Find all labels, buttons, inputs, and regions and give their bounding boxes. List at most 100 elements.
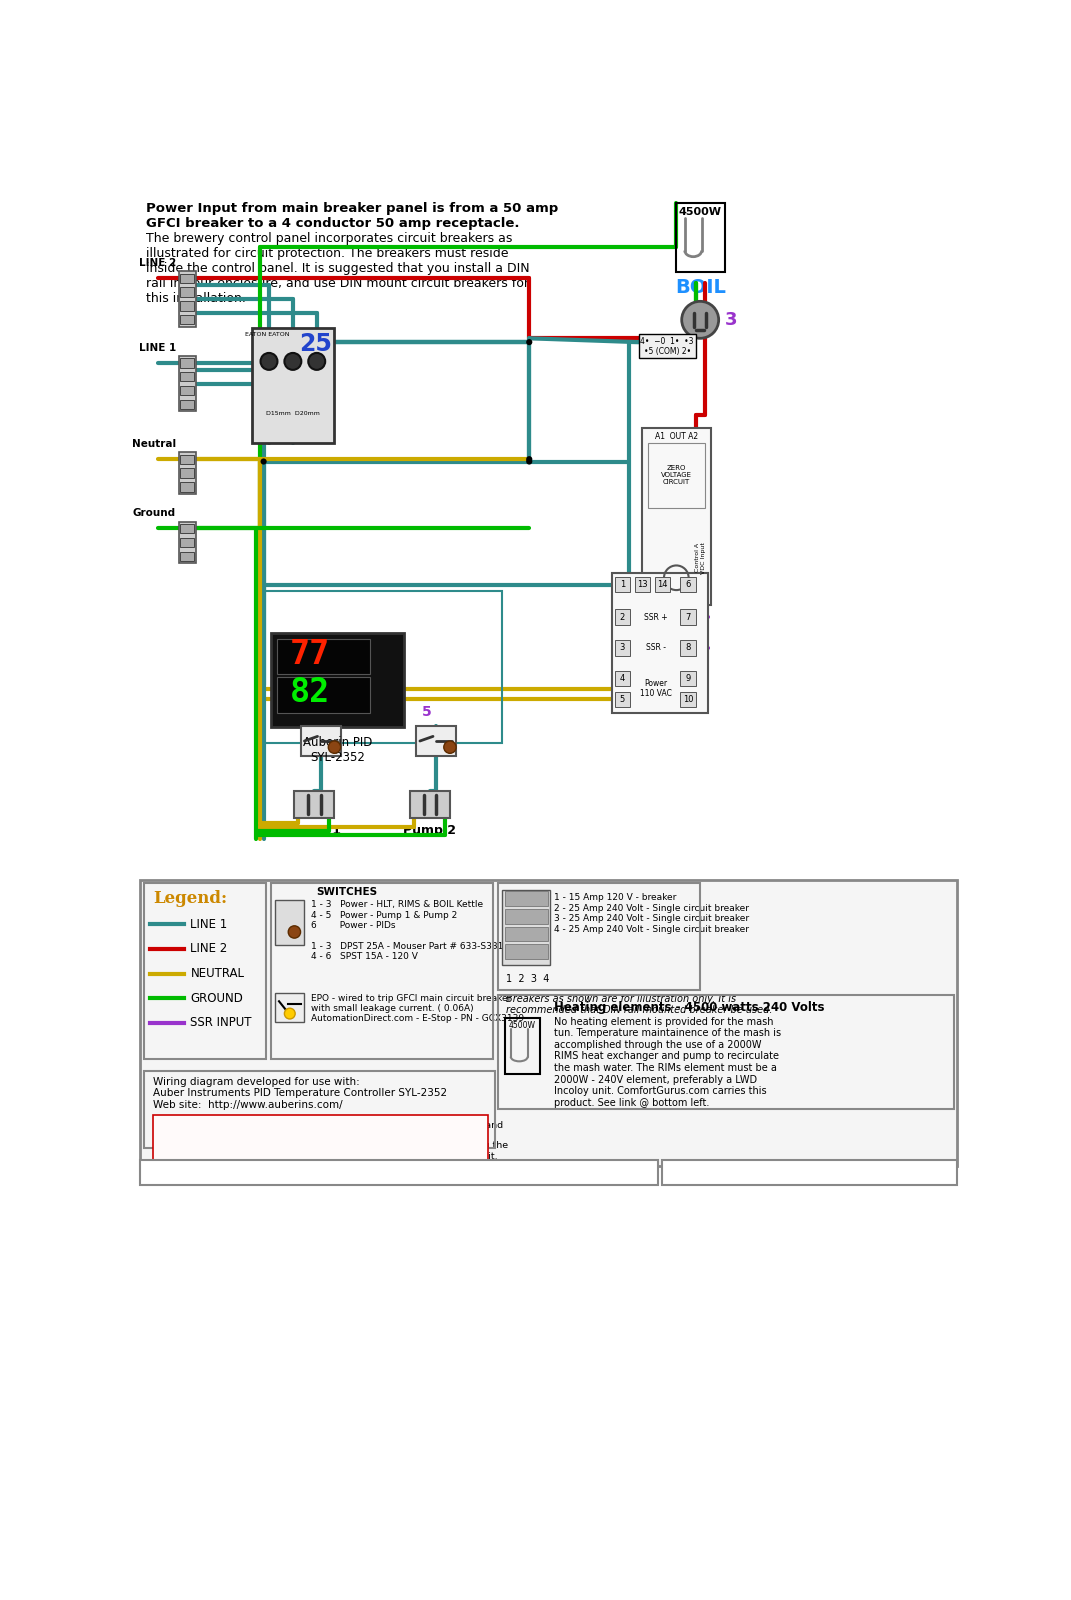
Circle shape [260, 354, 277, 370]
Bar [277, 638, 369, 674]
Circle shape [288, 926, 301, 938]
Circle shape [285, 1008, 296, 1019]
Text: 1 - 3   Power - HLT, RIMS & BOIL Kettle
4 - 5   Power - Pump 1 & Pump 2
6       : 1 - 3 Power - HLT, RIMS & BOIL Kettle 4 … [312, 901, 507, 962]
Text: 1: 1 [620, 581, 625, 589]
Bar [504, 1018, 540, 1074]
Text: Suggestion:: Suggestion: [162, 1120, 240, 1134]
Bar [676, 203, 725, 272]
Text: 25: 25 [299, 333, 332, 357]
Bar [615, 610, 630, 624]
Circle shape [682, 301, 719, 338]
Text: Power Input from main breaker panel is from a 50 amp
GFCI breaker to a 4 conduct: Power Input from main breaker panel is f… [146, 202, 558, 230]
Bar [180, 358, 194, 368]
Bar [416, 726, 456, 757]
Text: If you are not familiar with electrical wiring methods and
NEC (National Electri: If you are not familiar with electrical … [232, 1120, 508, 1162]
Text: 10: 10 [682, 694, 693, 704]
Circle shape [526, 339, 532, 346]
Text: LINE 2: LINE 2 [138, 258, 176, 269]
Text: 3: 3 [725, 310, 737, 330]
Text: 1 - 15 Amp 120 V - breaker
2 - 25 Amp 240 Volt - Single circuit breaker
3 - 25 A: 1 - 15 Amp 120 V - breaker 2 - 25 Amp 24… [554, 893, 749, 934]
Text: Pump 1: Pump 1 [288, 824, 341, 837]
Bar [179, 272, 196, 326]
Text: Wiring diagram developed for use with:
Auber Instruments PID Temperature Control: Wiring diagram developed for use with: A… [153, 1077, 448, 1110]
Bar [252, 328, 334, 443]
Bar [180, 482, 194, 491]
Bar [277, 677, 369, 712]
Text: Neutral: Neutral [132, 438, 176, 450]
Bar [180, 288, 194, 296]
Bar [140, 880, 957, 1166]
Text: 2: 2 [620, 613, 625, 621]
Bar [504, 909, 547, 923]
Text: 4•  −0  1•  •3: 4• −0 1• •3 [640, 338, 694, 346]
Text: 4: 4 [306, 704, 316, 718]
Text: 5: 5 [620, 694, 625, 704]
Text: Legend:: Legend: [153, 890, 228, 907]
Text: 77: 77 [289, 637, 330, 670]
Text: 7: 7 [685, 613, 691, 621]
Text: 4: 4 [620, 674, 625, 683]
Bar [642, 427, 711, 605]
Text: 9: 9 [685, 674, 691, 683]
Text: NEUTRAL: NEUTRAL [191, 966, 244, 981]
Bar [179, 522, 196, 563]
Text: SSR INPUT: SSR INPUT [191, 1016, 252, 1029]
Bar [295, 790, 334, 818]
Bar [179, 453, 196, 494]
Bar [301, 726, 341, 757]
Bar [271, 883, 493, 1059]
Text: BOIL: BOIL [675, 278, 726, 298]
Text: 3: 3 [620, 643, 625, 653]
Text: 13: 13 [637, 581, 648, 589]
Bar [180, 301, 194, 310]
Circle shape [443, 741, 456, 754]
Bar [263, 590, 502, 742]
Text: GROUND: GROUND [191, 992, 243, 1005]
Text: LINE 1: LINE 1 [138, 342, 176, 354]
Bar [680, 578, 695, 592]
Text: Ground: Ground [133, 509, 176, 518]
Bar [410, 790, 450, 818]
Text: 82: 82 [289, 675, 330, 709]
Bar [180, 552, 194, 562]
Bar [180, 386, 194, 395]
Text: No heating element is provided for the mash
tun. Temperature maintainence of the: No heating element is provided for the m… [554, 1016, 781, 1107]
Circle shape [526, 456, 532, 462]
Text: LINE 1: LINE 1 [191, 918, 228, 931]
Bar [498, 995, 954, 1109]
Text: Power
110 VAC: Power 110 VAC [640, 678, 673, 698]
Text: The brewery control panel incorporates circuit breakers as
illustrated for circu: The brewery control panel incorporates c… [146, 232, 529, 306]
Bar [615, 640, 630, 656]
Bar [180, 454, 194, 464]
Text: Pump 2: Pump 2 [404, 824, 456, 837]
Text: LINE 2: LINE 2 [191, 942, 228, 955]
Bar [180, 373, 194, 381]
Text: SSR +: SSR + [645, 613, 668, 621]
Bar [662, 1160, 957, 1184]
Bar [615, 578, 630, 592]
Text: Drawn By: P-J - Member - HomeBrewTalk.com: Drawn By: P-J - Member - HomeBrewTalk.co… [668, 1168, 951, 1178]
Bar [680, 691, 695, 707]
Bar [615, 691, 630, 707]
Circle shape [285, 354, 301, 370]
Bar [145, 883, 266, 1059]
Text: ZERO
VOLTAGE
CIRCUIT: ZERO VOLTAGE CIRCUIT [661, 466, 692, 485]
Bar [180, 274, 194, 283]
Text: •5 (COM) 2•: •5 (COM) 2• [644, 347, 691, 355]
Bar [504, 891, 547, 906]
Bar [180, 469, 194, 478]
Bar [613, 573, 708, 714]
Text: Auberin PID
SYL-2352: Auberin PID SYL-2352 [303, 736, 373, 765]
Circle shape [526, 459, 532, 464]
Text: Control A
VDC Input: Control A VDC Input [695, 542, 706, 574]
Text: 4500W: 4500W [679, 206, 722, 216]
Circle shape [308, 354, 326, 370]
Text: EATON EATON: EATON EATON [245, 333, 289, 338]
Bar [680, 670, 695, 686]
Bar [680, 640, 695, 656]
Circle shape [329, 741, 341, 754]
Text: Breakers as shown are for illustration only. It is
recommended that DIN rail mou: Breakers as shown are for illustration o… [507, 994, 772, 1014]
Bar [180, 315, 194, 325]
Bar [504, 944, 547, 958]
Bar [180, 400, 194, 410]
